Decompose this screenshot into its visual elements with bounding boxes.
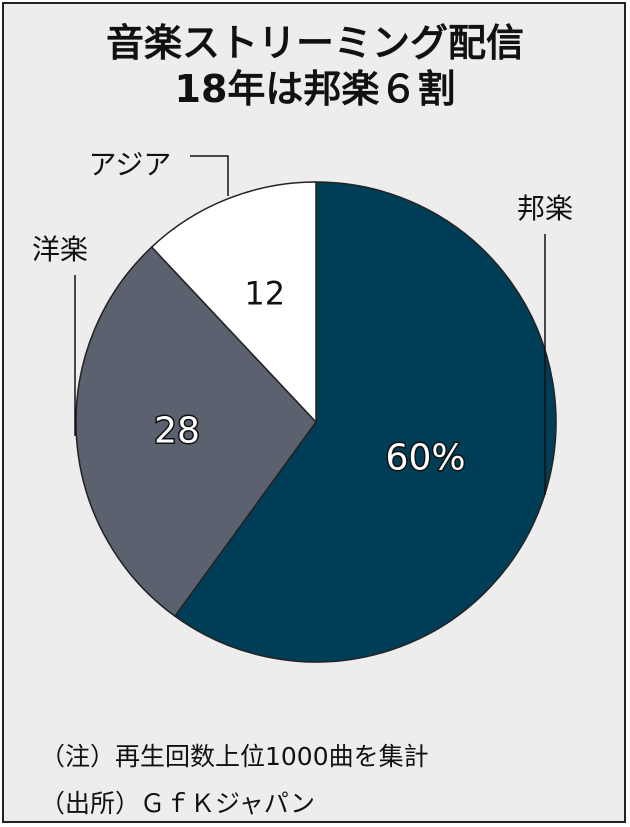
leader-line-3: [190, 155, 229, 196]
slice-category-label-3: アジア: [89, 148, 172, 181]
note-text: （注）再生回数上位1000曲を集計: [40, 742, 429, 771]
slice-value-label-2: 28: [154, 411, 200, 452]
pie-slice-2: [75, 245, 317, 618]
pie-slice-1: [173, 181, 557, 663]
pie-slices: [75, 181, 557, 663]
slice-value-label-3: 12: [244, 275, 285, 313]
chart-title: 音楽ストリーミング配信 18年は邦楽６割: [0, 20, 630, 112]
leader-lines: [74, 155, 546, 495]
footnotes: （注）再生回数上位1000曲を集計 （出所）ＧｆＫジャパン: [40, 733, 429, 827]
slice-value-label-1: 60%: [386, 438, 466, 479]
slice-category-label-1: 邦楽: [517, 192, 573, 225]
pie-slice-3: [150, 181, 317, 424]
title-line-2: 18年は邦楽６割: [174, 67, 456, 111]
slice-category-label-2: 洋楽: [32, 233, 88, 266]
title-line-1: 音楽ストリーミング配信: [105, 21, 524, 65]
source-text: （出所）ＧｆＫジャパン: [40, 789, 316, 818]
pie-labels: 60% 邦楽 28 洋楽 12 アジア: [32, 148, 573, 480]
